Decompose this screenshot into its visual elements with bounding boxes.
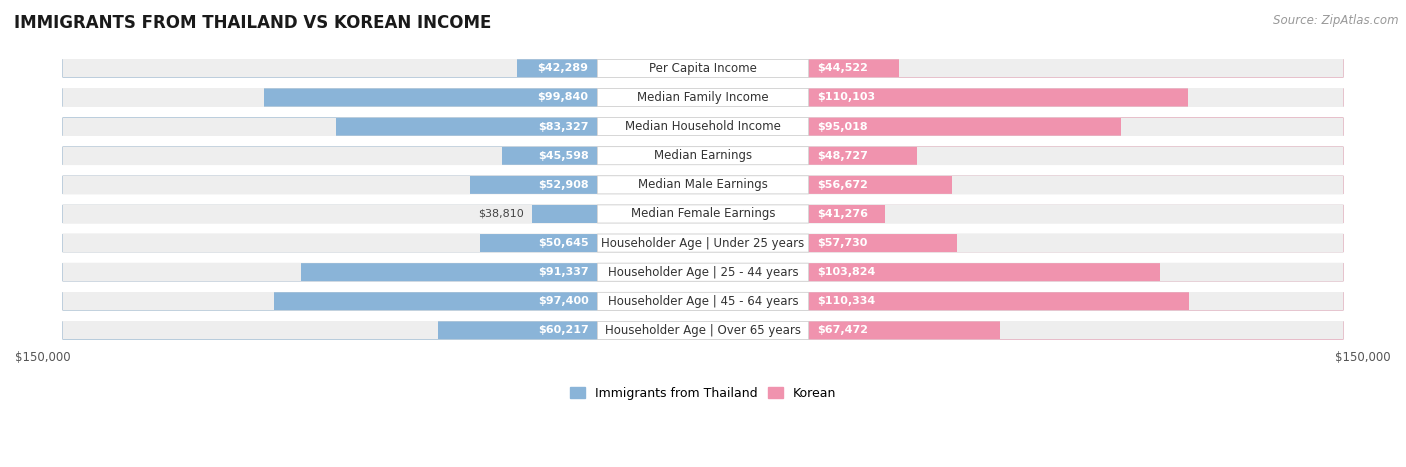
FancyBboxPatch shape: [63, 292, 1343, 311]
FancyBboxPatch shape: [808, 88, 1343, 106]
Text: $48,727: $48,727: [817, 151, 869, 161]
FancyBboxPatch shape: [63, 263, 301, 281]
FancyBboxPatch shape: [63, 59, 517, 78]
Text: $45,598: $45,598: [538, 151, 589, 161]
Text: $91,337: $91,337: [538, 267, 589, 277]
FancyBboxPatch shape: [63, 176, 1343, 194]
FancyBboxPatch shape: [63, 263, 1343, 281]
Text: Median Household Income: Median Household Income: [626, 120, 780, 133]
FancyBboxPatch shape: [63, 234, 598, 252]
FancyBboxPatch shape: [63, 321, 1343, 340]
FancyBboxPatch shape: [63, 88, 263, 106]
FancyBboxPatch shape: [63, 234, 479, 252]
FancyBboxPatch shape: [884, 205, 1343, 223]
FancyBboxPatch shape: [598, 205, 808, 223]
FancyBboxPatch shape: [63, 205, 1343, 223]
FancyBboxPatch shape: [808, 59, 1343, 78]
Text: IMMIGRANTS FROM THAILAND VS KOREAN INCOME: IMMIGRANTS FROM THAILAND VS KOREAN INCOM…: [14, 14, 492, 32]
FancyBboxPatch shape: [63, 118, 598, 135]
Text: Householder Age | 45 - 64 years: Householder Age | 45 - 64 years: [607, 295, 799, 308]
FancyBboxPatch shape: [918, 147, 1343, 165]
FancyBboxPatch shape: [898, 59, 1343, 78]
Text: Householder Age | Under 25 years: Householder Age | Under 25 years: [602, 237, 804, 249]
FancyBboxPatch shape: [63, 88, 598, 106]
Text: $41,276: $41,276: [817, 209, 869, 219]
Text: $110,334: $110,334: [817, 297, 876, 306]
FancyBboxPatch shape: [598, 321, 808, 340]
FancyBboxPatch shape: [63, 263, 598, 281]
Text: $57,730: $57,730: [817, 238, 868, 248]
FancyBboxPatch shape: [808, 205, 1343, 223]
Text: Median Female Earnings: Median Female Earnings: [631, 207, 775, 220]
FancyBboxPatch shape: [598, 234, 808, 252]
FancyBboxPatch shape: [808, 176, 1343, 194]
FancyBboxPatch shape: [63, 59, 598, 78]
Text: $83,327: $83,327: [538, 121, 589, 132]
FancyBboxPatch shape: [63, 147, 598, 165]
FancyBboxPatch shape: [63, 88, 1343, 106]
Text: $97,400: $97,400: [538, 297, 589, 306]
Text: $103,824: $103,824: [817, 267, 876, 277]
FancyBboxPatch shape: [63, 292, 598, 311]
FancyBboxPatch shape: [1121, 118, 1343, 135]
Text: Householder Age | 25 - 44 years: Householder Age | 25 - 44 years: [607, 266, 799, 279]
Text: Householder Age | Over 65 years: Householder Age | Over 65 years: [605, 324, 801, 337]
FancyBboxPatch shape: [598, 176, 808, 194]
Text: $60,217: $60,217: [538, 325, 589, 335]
FancyBboxPatch shape: [808, 147, 1343, 165]
Text: $56,672: $56,672: [817, 180, 869, 190]
FancyBboxPatch shape: [63, 321, 598, 340]
Text: Median Earnings: Median Earnings: [654, 149, 752, 162]
Text: $44,522: $44,522: [817, 64, 869, 73]
Text: $110,103: $110,103: [817, 92, 876, 102]
FancyBboxPatch shape: [808, 118, 1343, 135]
Text: $99,840: $99,840: [537, 92, 589, 102]
FancyBboxPatch shape: [63, 321, 439, 340]
FancyBboxPatch shape: [952, 176, 1343, 194]
Text: $95,018: $95,018: [817, 121, 868, 132]
FancyBboxPatch shape: [808, 263, 1343, 281]
FancyBboxPatch shape: [598, 59, 808, 78]
FancyBboxPatch shape: [63, 205, 533, 223]
Legend: Immigrants from Thailand, Korean: Immigrants from Thailand, Korean: [565, 382, 841, 405]
FancyBboxPatch shape: [598, 147, 808, 165]
Text: $50,645: $50,645: [538, 238, 589, 248]
FancyBboxPatch shape: [63, 147, 1343, 165]
FancyBboxPatch shape: [63, 205, 598, 223]
Text: $42,289: $42,289: [537, 64, 589, 73]
FancyBboxPatch shape: [63, 147, 502, 165]
FancyBboxPatch shape: [63, 234, 1343, 252]
Text: $67,472: $67,472: [817, 325, 869, 335]
Text: $52,908: $52,908: [538, 180, 589, 190]
Text: Median Male Earnings: Median Male Earnings: [638, 178, 768, 191]
FancyBboxPatch shape: [63, 59, 1343, 78]
Text: Source: ZipAtlas.com: Source: ZipAtlas.com: [1274, 14, 1399, 27]
FancyBboxPatch shape: [1188, 292, 1343, 311]
FancyBboxPatch shape: [1000, 321, 1343, 340]
Text: $38,810: $38,810: [478, 209, 523, 219]
Text: Median Family Income: Median Family Income: [637, 91, 769, 104]
FancyBboxPatch shape: [63, 176, 470, 194]
FancyBboxPatch shape: [63, 118, 1343, 135]
Text: Per Capita Income: Per Capita Income: [650, 62, 756, 75]
FancyBboxPatch shape: [808, 292, 1343, 311]
FancyBboxPatch shape: [1188, 88, 1343, 106]
FancyBboxPatch shape: [957, 234, 1343, 252]
FancyBboxPatch shape: [808, 321, 1343, 340]
FancyBboxPatch shape: [63, 292, 274, 311]
FancyBboxPatch shape: [63, 176, 598, 194]
FancyBboxPatch shape: [808, 234, 1343, 252]
FancyBboxPatch shape: [598, 292, 808, 311]
FancyBboxPatch shape: [598, 263, 808, 281]
FancyBboxPatch shape: [598, 88, 808, 106]
FancyBboxPatch shape: [1160, 263, 1343, 281]
FancyBboxPatch shape: [598, 118, 808, 135]
FancyBboxPatch shape: [63, 118, 336, 135]
